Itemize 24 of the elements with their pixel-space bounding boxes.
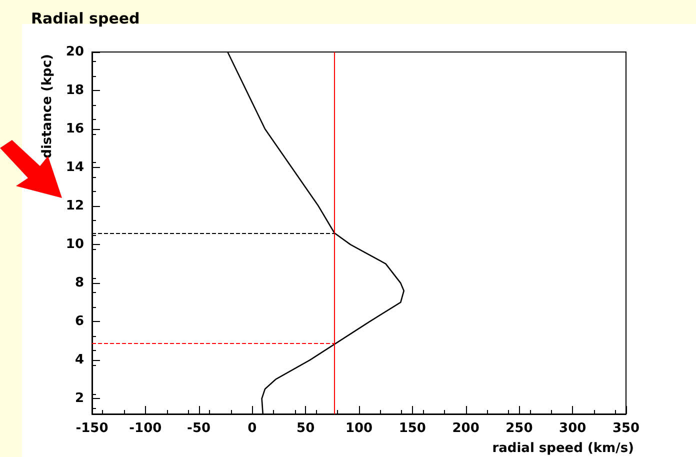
- x-tick-label: -50: [187, 421, 211, 436]
- y-tick-label: 18: [66, 83, 84, 98]
- y-tick-label: 10: [66, 237, 84, 252]
- y-tick-label: 16: [66, 122, 84, 137]
- y-tick-label: 2: [74, 391, 84, 406]
- y-axis-title: distance (kpc): [40, 54, 55, 158]
- x-axis-title: radial speed (km/s): [492, 441, 634, 456]
- y-tick-label: 6: [74, 314, 84, 330]
- x-tick-label: -100: [129, 421, 162, 436]
- x-tick-label: 200: [452, 421, 480, 436]
- x-tick-label: -150: [76, 421, 108, 436]
- y-tick-label: 14: [66, 160, 84, 176]
- x-tick-label: 350: [612, 421, 640, 436]
- chart-title: Radial speed: [31, 10, 140, 28]
- y-tick-label: 4: [74, 352, 84, 368]
- x-tick-label: 150: [398, 421, 426, 436]
- x-tick-label: 300: [559, 421, 586, 436]
- x-tick-label: 0: [248, 421, 257, 436]
- y-tick-label: 20: [66, 44, 84, 60]
- y-tick-label: 8: [74, 276, 84, 291]
- y-tick-label: 12: [66, 198, 84, 214]
- x-tick-label: 250: [506, 421, 533, 436]
- x-tick-label: 50: [296, 421, 315, 436]
- x-tick-label: 100: [345, 421, 373, 436]
